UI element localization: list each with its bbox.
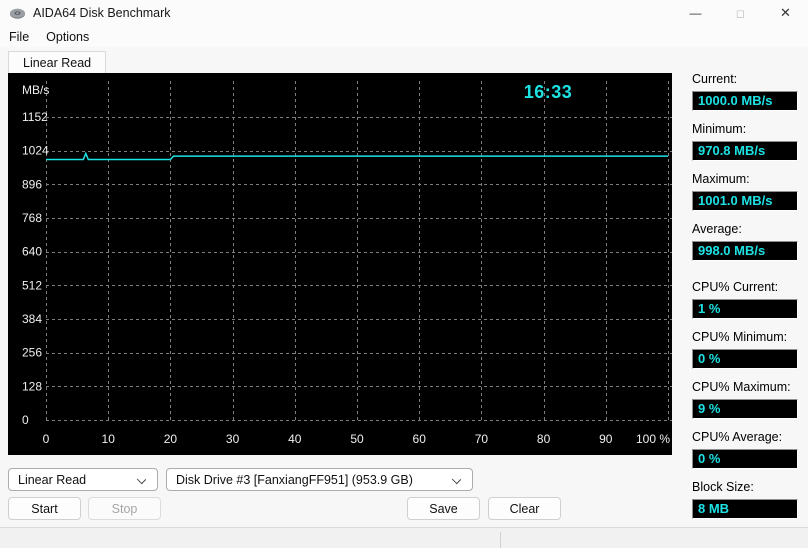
stat-value-box: 970.8 MB/s	[692, 141, 798, 161]
window-title: AIDA64 Disk Benchmark	[33, 6, 171, 20]
stat-label: Minimum:	[692, 122, 747, 136]
stat-value-box: 1001.0 MB/s	[692, 191, 798, 211]
menu-file[interactable]: File	[9, 29, 30, 44]
y-axis-unit-label: MB/s	[22, 83, 49, 97]
drive-select[interactable]: Disk Drive #3 [FanxiangFF951] (953.9 GB)	[166, 468, 473, 491]
stat-label: Maximum:	[692, 172, 750, 186]
x-tick-label: 70	[475, 432, 489, 446]
stat-label: CPU% Average:	[692, 430, 783, 444]
y-tick-label: 128	[22, 379, 42, 393]
stat-value-box: 0 %	[692, 349, 798, 369]
chart-canvas: 1152 1024 896 768 640 512 384 256 128 00 10 20 30 40 5…	[22, 81, 672, 446]
throughput-line	[46, 151, 668, 161]
stat-row: Current: 1000.0 MB/s	[692, 72, 798, 111]
y-tick-label: 1024	[22, 144, 49, 158]
x-tick-label: 60	[413, 432, 427, 446]
clear-button[interactable]: Clear	[488, 497, 561, 520]
tab-label: Linear Read	[23, 56, 92, 70]
close-button[interactable]: ✕	[780, 5, 791, 20]
x-tick-label: 30	[226, 432, 240, 446]
x-tick-label: 80	[537, 432, 551, 446]
stat-value-box: 998.0 MB/s	[692, 241, 798, 261]
y-tick-label: 768	[22, 211, 42, 225]
menu-bar: File Options	[0, 26, 808, 47]
drive-value: Disk Drive #3 [FanxiangFF951] (953.9 GB)	[176, 472, 413, 487]
stat-value-box: 1000.0 MB/s	[692, 91, 798, 111]
stat-value-box: 1 %	[692, 299, 798, 319]
stat-row: CPU% Average: 0 %	[692, 430, 798, 469]
status-bar-divider	[500, 532, 501, 548]
x-tick-label: 10	[102, 432, 116, 446]
x-tick-label: 40	[288, 432, 302, 446]
chart-grid	[46, 81, 672, 421]
stat-label: Average:	[692, 222, 742, 236]
y-tick-label: 512	[22, 278, 42, 292]
stat-value-box: 9 %	[692, 399, 798, 419]
minimize-button[interactable]: —	[689, 6, 702, 20]
y-tick-label: 384	[22, 312, 42, 326]
y-tick-label: 640	[22, 245, 42, 259]
maximize-button: ◻	[735, 7, 746, 20]
stat-label: CPU% Maximum:	[692, 380, 791, 394]
title-bar: AIDA64 Disk Benchmark — ◻ ✕	[0, 0, 808, 26]
chart-clock: 16:33	[523, 82, 573, 102]
tab-linear-read[interactable]: Linear Read	[8, 51, 107, 74]
y-tick-label: 256	[22, 346, 42, 360]
stat-row: Maximum: 1001.0 MB/s	[692, 172, 798, 211]
save-button[interactable]: Save	[407, 497, 480, 520]
y-tick-label: 1152	[22, 110, 48, 124]
app-disk-icon	[9, 5, 26, 22]
x-tick-label: 90	[599, 432, 613, 446]
x-tick-label: 0	[43, 432, 50, 446]
window-controls: — ◻ ✕	[673, 0, 808, 26]
stat-label: Block Size:	[692, 480, 754, 494]
stat-label: CPU% Current:	[692, 280, 779, 294]
stat-row: CPU% Minimum: 0 %	[692, 330, 798, 369]
y-tick-label: 896	[22, 177, 42, 191]
stat-value-box: 0 %	[692, 449, 798, 469]
stop-button: Stop	[88, 497, 161, 520]
benchmark-chart: 1152 1024 896 768 640 512 384 256 128 0 0 10 20 30 40 5…	[8, 73, 672, 455]
stat-row: Average: 998.0 MB/s	[692, 222, 798, 261]
stat-label: Current:	[692, 72, 738, 86]
stat-row: Block Size: 8 MB	[692, 480, 798, 519]
start-button[interactable]: Start	[8, 497, 81, 520]
chevron-down-icon	[451, 474, 462, 485]
chevron-down-icon	[136, 474, 147, 485]
menu-options[interactable]: Options	[46, 29, 90, 44]
y-tick-label: 0	[22, 413, 29, 427]
axis-labels: 1152 1024 896 768 640 512 384 256 128 00 10 20 30 40 5…	[22, 83, 670, 446]
stat-value-box: 8 MB	[692, 499, 798, 519]
stat-label: CPU% Minimum:	[692, 330, 788, 344]
stats-panel: Current: 1000.0 MB/s Minimum: 970.8 MB/s Max…	[692, 72, 798, 530]
stat-row: Minimum: 970.8 MB/s	[692, 122, 798, 161]
test-type-select[interactable]: Linear Read	[8, 468, 158, 491]
stat-row: CPU% Maximum: 9 %	[692, 380, 798, 419]
x-tick-label: 50	[350, 432, 364, 446]
test-type-value: Linear Read	[18, 472, 87, 487]
x-tick-label: 100 %	[636, 432, 670, 446]
x-tick-label: 20	[164, 432, 178, 446]
status-bar	[0, 527, 808, 548]
stat-row: CPU% Current: 1 %	[692, 280, 798, 319]
